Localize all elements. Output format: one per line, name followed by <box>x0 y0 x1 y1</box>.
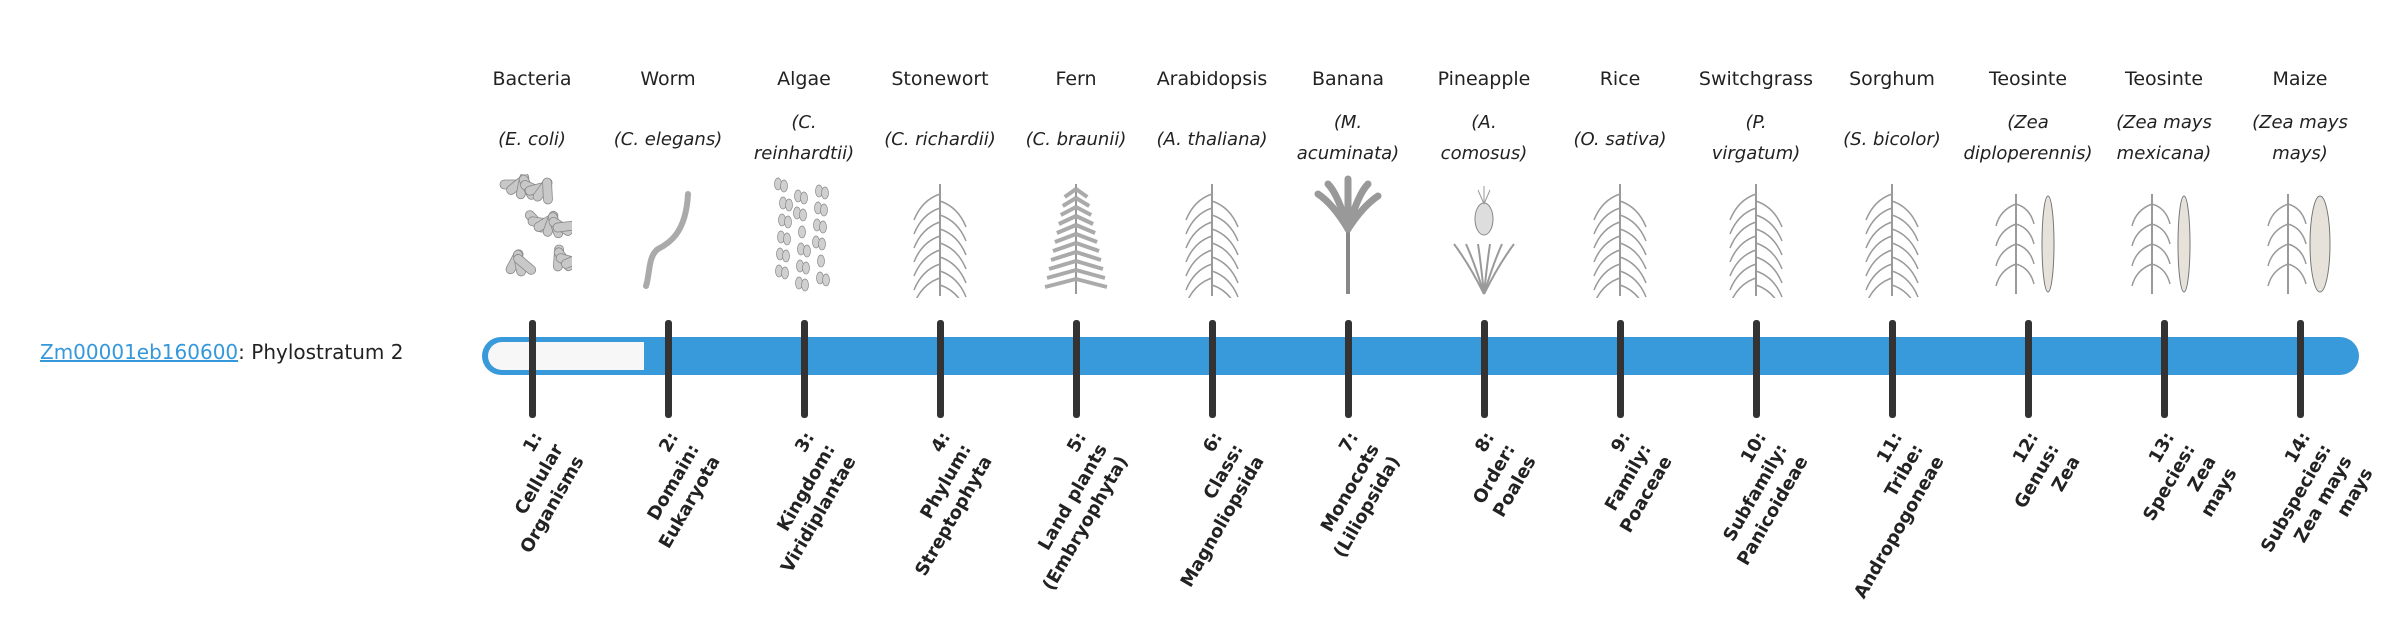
scientific-name: (A. thaliana) <box>1137 124 1287 155</box>
scientific-name-line: mexicana) <box>2116 143 2212 164</box>
taxon-tick <box>1889 320 1896 418</box>
worm-icon <box>643 191 691 289</box>
scientific-name: (C. richardii) <box>865 124 1015 155</box>
taxon-tick <box>937 320 944 418</box>
taxon-tick <box>1617 320 1624 418</box>
scientific-name-line: reinhardtii) <box>753 143 855 164</box>
scientific-name-line: (A. <box>1471 112 1497 133</box>
scientific-name-line: (Zea mays <box>2116 112 2212 133</box>
fern-icon <box>1044 184 1108 294</box>
taxon-tick <box>1481 320 1488 418</box>
phylostratum-label: 9: Family: Poaceae <box>1531 428 1678 611</box>
phylostratum-label: 1: Cellular Organisms <box>443 428 590 611</box>
phylostratum-label: 14: Subspecies: Zea mays mays <box>2211 428 2379 623</box>
scientific-name-line: (Zea mays <box>2252 112 2348 133</box>
scientific-name-line: mays) <box>2272 143 2328 164</box>
taxon-tick <box>2297 320 2304 418</box>
taxon-tick <box>801 320 808 418</box>
scientific-name: (Zea mays mexicana) <box>2089 107 2239 169</box>
rice-icon <box>1593 184 1647 298</box>
stonewort-icon <box>913 184 967 298</box>
phylostratum-label: 2: Domain: Eukaryota <box>579 428 726 611</box>
phylostratum-label: 10: Subfamily: Panicoideae <box>1667 428 1814 611</box>
phylostratum-bar <box>482 337 2359 375</box>
taxon-tick <box>665 320 672 418</box>
taxon-tick <box>529 320 536 418</box>
taxon-tick <box>2161 320 2168 418</box>
scientific-name: (Zea mays mays) <box>2225 107 2375 169</box>
bacteria-icon <box>499 174 572 277</box>
sorghum-icon <box>1865 184 1919 298</box>
common-name: Bacteria <box>492 68 572 90</box>
common-name: Stonewort <box>891 68 989 90</box>
common-name: Teosinte <box>2124 68 2204 90</box>
common-name: Fern <box>1055 68 1097 90</box>
scientific-name: (Zea diploperennis) <box>1953 107 2103 169</box>
scientific-name-line: comosus) <box>1440 143 1528 164</box>
common-name: Rice <box>1599 68 1641 90</box>
phylostratum-label: 13: Species: Zea mays <box>2075 428 2243 623</box>
maize-icon <box>2267 194 2331 294</box>
arabidopsis-icon <box>1185 184 1239 298</box>
taxon-tick <box>1345 320 1352 418</box>
common-name: Teosinte <box>1988 68 2068 90</box>
common-name: Pineapple <box>1437 68 1531 90</box>
scientific-name-line: (M. <box>1333 112 1363 133</box>
taxon-tick <box>2025 320 2032 418</box>
scientific-name-line: virgatum) <box>1711 143 1801 164</box>
common-name: Arabidopsis <box>1156 68 1268 90</box>
common-name: Algae <box>777 68 831 90</box>
scientific-name: (P. virgatum) <box>1681 107 1831 169</box>
scientific-name-line: (A. thaliana) <box>1156 129 1268 150</box>
scientific-name-line: (Zea <box>2007 112 2049 133</box>
gene-label: Zm00001eb160600: Phylostratum 2 <box>40 340 403 364</box>
common-name: Worm <box>640 68 696 90</box>
scientific-name-line: (O. sativa) <box>1573 129 1667 150</box>
phylostratum-label: 3: Kingdom: Viridiplantae <box>715 428 862 611</box>
scientific-name-line: (C. elegans) <box>613 129 723 150</box>
common-name: Sorghum <box>1849 68 1935 90</box>
common-name: Switchgrass <box>1698 68 1814 90</box>
phylostratum-fill <box>488 342 644 370</box>
scientific-name: (S. bicolor) <box>1817 124 1967 155</box>
scientific-name: (E. coli) <box>457 124 607 155</box>
scientific-name-line: (P. <box>1745 112 1767 133</box>
phylostratum-label: 6: Class: Magnoliopsida <box>1123 428 1270 611</box>
phylostratum-label: 4: Phylum: Streptophyta <box>851 428 998 611</box>
phylostratum-label: 5: Land plants (Embryophyta) <box>987 428 1134 611</box>
scientific-name-line: acuminata) <box>1296 143 1400 164</box>
scientific-name: (C. reinhardtii) <box>729 107 879 169</box>
scientific-name-line: (E. coli) <box>498 129 566 150</box>
pineapple-icon <box>1453 186 1515 295</box>
phylostratum-label: 12: Genus: Zea <box>1939 428 2086 611</box>
scientific-name: (O. sativa) <box>1545 124 1695 155</box>
phylostratum-label: 7: Monocots (Liliopsida) <box>1259 428 1406 611</box>
scientific-name-line: (C. <box>791 112 817 133</box>
algae-icon <box>774 177 830 292</box>
taxon-tick <box>1073 320 1080 418</box>
banana-icon <box>1314 175 1382 294</box>
scientific-name-line: (S. bicolor) <box>1843 129 1941 150</box>
scientific-name-line: (C. richardii) <box>884 129 996 150</box>
common-name: Maize <box>2272 68 2328 90</box>
scientific-name: (A. comosus) <box>1409 107 1559 169</box>
taxon-tick <box>1753 320 1760 418</box>
phylostratum-label: 8: Order: Poales <box>1395 428 1542 611</box>
switchgrass-icon <box>1729 184 1783 298</box>
phylostratum-label: 11: Tribe: Andropogoneae <box>1803 428 1950 611</box>
scientific-name: (M. acuminata) <box>1273 107 1423 169</box>
teosinte-icon <box>1995 194 2055 294</box>
gene-id-link[interactable]: Zm00001eb160600 <box>40 340 239 364</box>
taxon-tick <box>1209 320 1216 418</box>
common-name: Banana <box>1311 68 1385 90</box>
phylostratum-text: : Phylostratum 2 <box>238 340 404 364</box>
scientific-name: (C. braunii) <box>1001 124 1151 155</box>
scientific-name: (C. elegans) <box>593 124 743 155</box>
scientific-name-line: (C. braunii) <box>1025 129 1127 150</box>
teosinte-mexicana-icon <box>2131 194 2191 294</box>
scientific-name-line: diploperennis) <box>1963 143 2093 164</box>
